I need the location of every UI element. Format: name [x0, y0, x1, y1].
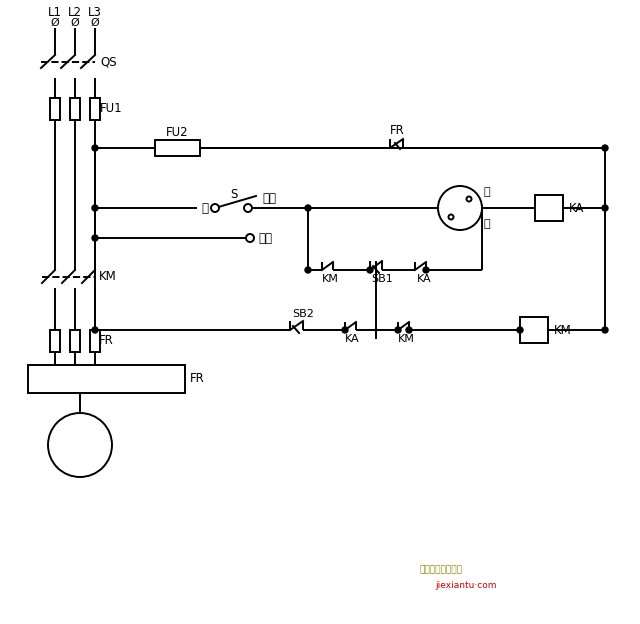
- Text: FR: FR: [390, 125, 404, 137]
- Text: FR: FR: [190, 373, 205, 386]
- Circle shape: [92, 145, 98, 151]
- Text: KM: KM: [322, 274, 339, 284]
- Circle shape: [246, 234, 254, 242]
- Text: L2: L2: [68, 6, 82, 19]
- Text: Ø: Ø: [70, 18, 79, 28]
- Text: SB2: SB2: [292, 309, 314, 319]
- Circle shape: [305, 205, 311, 211]
- Bar: [50, 330, 60, 352]
- Circle shape: [449, 215, 454, 220]
- Circle shape: [367, 267, 373, 273]
- Circle shape: [467, 197, 472, 202]
- Circle shape: [423, 267, 429, 273]
- Text: KA: KA: [417, 274, 431, 284]
- Bar: [50, 98, 60, 120]
- Text: Ø: Ø: [91, 18, 99, 28]
- Bar: [155, 140, 200, 156]
- Text: L3: L3: [88, 6, 102, 19]
- Circle shape: [92, 205, 98, 211]
- Circle shape: [602, 145, 608, 151]
- Text: 3⊏: 3⊏: [60, 372, 80, 386]
- Circle shape: [92, 235, 98, 241]
- Bar: [535, 195, 563, 221]
- Text: S: S: [230, 188, 237, 202]
- Circle shape: [517, 327, 523, 333]
- Bar: [70, 98, 80, 120]
- Bar: [520, 317, 548, 343]
- Text: 头条分享电工技术: 头条分享电工技术: [420, 565, 463, 575]
- Text: KA: KA: [569, 202, 584, 215]
- Circle shape: [602, 205, 608, 211]
- Text: 高: 高: [483, 187, 490, 197]
- Text: SB1: SB1: [371, 274, 393, 284]
- Text: 自动: 自动: [262, 192, 276, 205]
- Text: QS: QS: [100, 56, 116, 69]
- Text: 手动: 手动: [258, 232, 272, 245]
- Text: FR: FR: [99, 334, 114, 348]
- Text: KA: KA: [345, 334, 360, 344]
- Text: FU1: FU1: [100, 102, 123, 115]
- Text: 低: 低: [483, 219, 490, 229]
- Text: KM: KM: [554, 323, 572, 336]
- Text: 3~: 3~: [71, 447, 89, 461]
- Text: L1: L1: [48, 6, 62, 19]
- Text: 中: 中: [202, 202, 209, 215]
- Text: 中: 中: [449, 209, 455, 219]
- Text: M: M: [74, 429, 86, 444]
- Text: Ø: Ø: [51, 18, 60, 28]
- Circle shape: [92, 327, 98, 333]
- Circle shape: [244, 204, 252, 212]
- Circle shape: [342, 327, 348, 333]
- Bar: [90, 98, 100, 120]
- Text: KM: KM: [398, 334, 415, 344]
- Bar: [28, 365, 185, 393]
- Text: FU2: FU2: [166, 125, 189, 139]
- Bar: [90, 330, 100, 352]
- Circle shape: [211, 204, 219, 212]
- Circle shape: [305, 267, 311, 273]
- Bar: [70, 330, 80, 352]
- Text: KM: KM: [99, 270, 116, 283]
- Circle shape: [395, 327, 401, 333]
- Circle shape: [406, 327, 412, 333]
- Text: jiexiantu·com: jiexiantu·com: [435, 580, 497, 590]
- Circle shape: [48, 413, 112, 477]
- Circle shape: [602, 327, 608, 333]
- Circle shape: [438, 186, 482, 230]
